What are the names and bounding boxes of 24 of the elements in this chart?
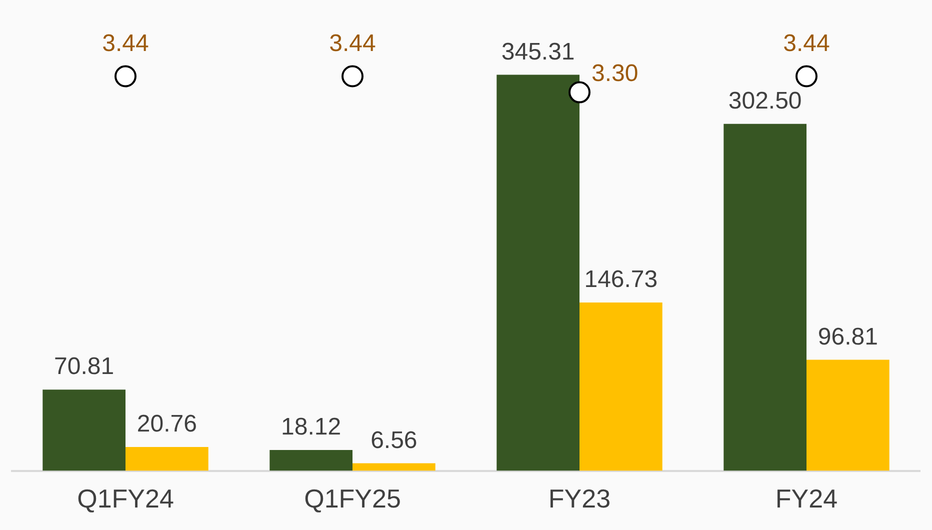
data-label: 6.56: [370, 426, 418, 454]
x-tick-label: Q1FY24: [77, 484, 174, 514]
data-label: 345.31: [501, 38, 575, 66]
data-label: 18.12: [281, 414, 342, 441]
data-label: 3.30: [591, 60, 638, 87]
x-tick-label: FY24: [775, 484, 838, 514]
bar: [806, 360, 890, 471]
data-label: 3.44: [102, 30, 149, 57]
bar: [496, 74, 580, 471]
bar: [270, 450, 352, 471]
x-tick-label: FY23: [548, 484, 611, 514]
bar: [580, 302, 662, 471]
bar: [352, 463, 436, 471]
data-label: 20.76: [136, 410, 197, 438]
data-label: 146.73: [584, 266, 658, 294]
data-label: 70.81: [54, 353, 114, 380]
bar: [42, 390, 126, 471]
bar: [724, 124, 806, 471]
data-label: 3.44: [783, 30, 830, 57]
bar: [126, 446, 208, 471]
data-label: 302.50: [728, 87, 802, 114]
data-label: 3.44: [329, 30, 376, 57]
x-tick-label: Q1FY25: [304, 484, 401, 514]
data-label: 96.81: [818, 323, 878, 350]
